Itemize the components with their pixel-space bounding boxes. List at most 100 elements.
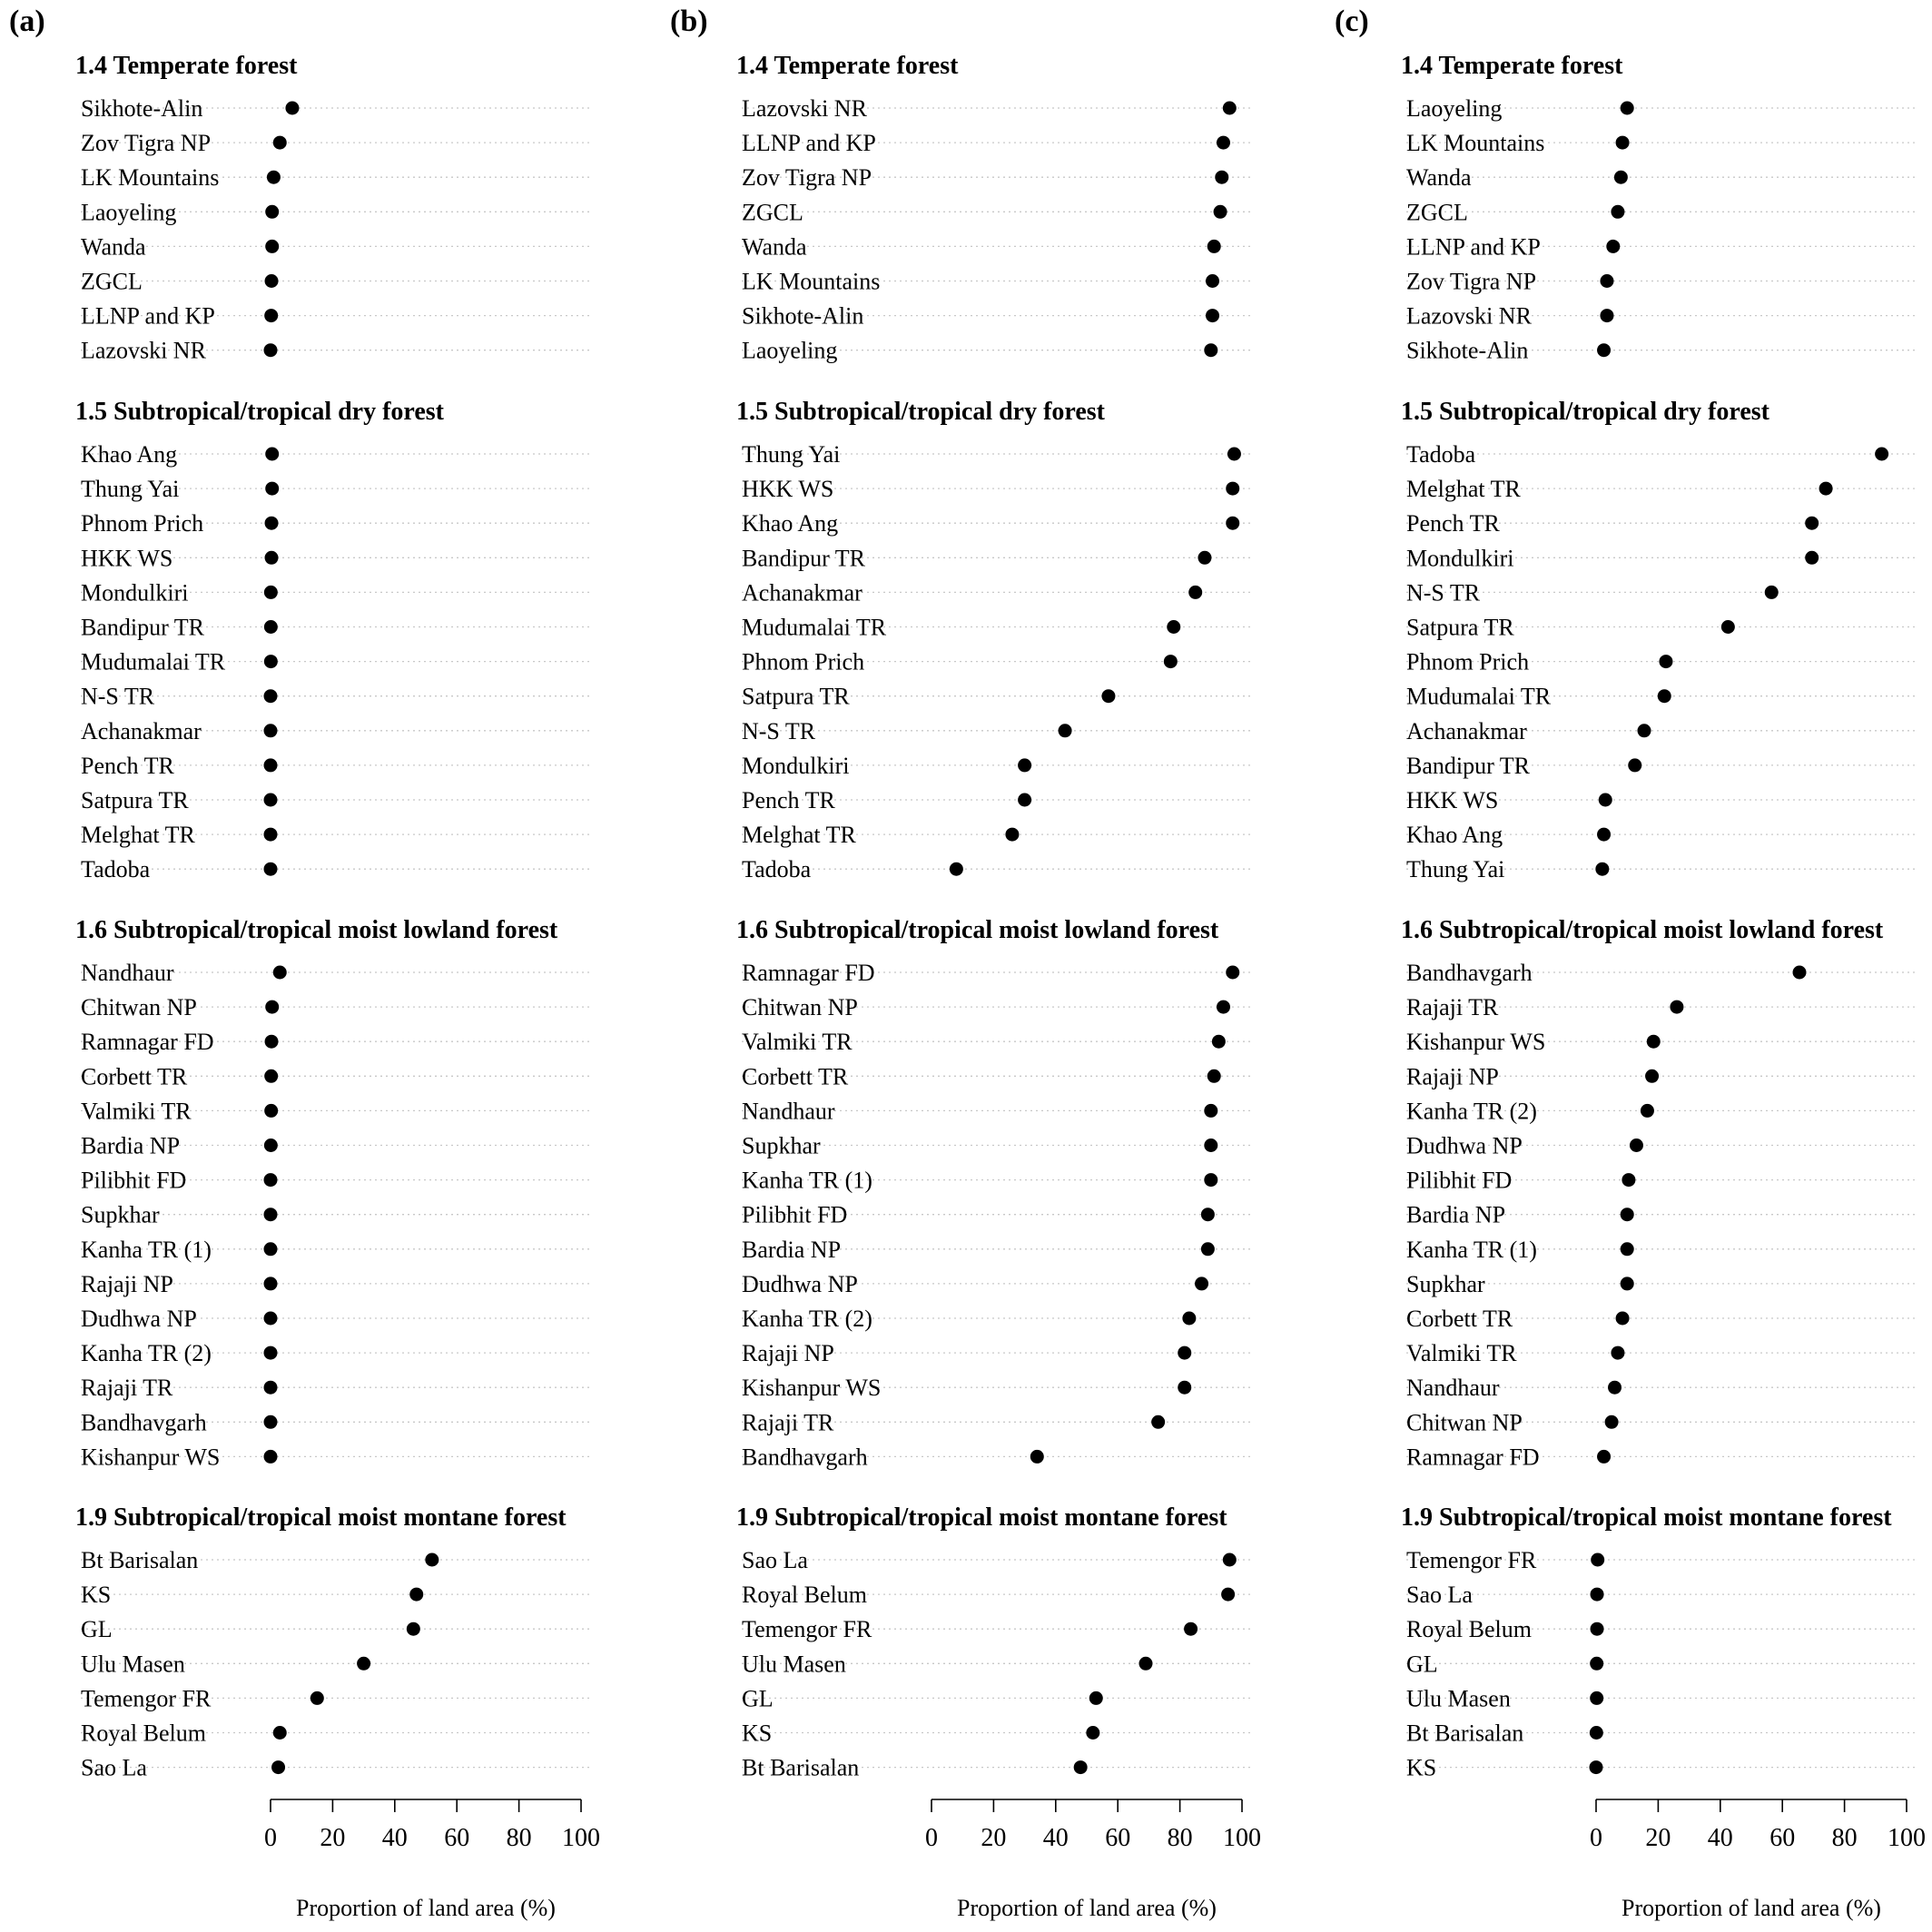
site-label: Wanda bbox=[81, 233, 146, 260]
data-point bbox=[949, 862, 963, 876]
data-point bbox=[264, 550, 279, 565]
site-label: Achanakmar bbox=[81, 718, 202, 744]
site-label: Kishanpur WS bbox=[742, 1375, 881, 1401]
data-point bbox=[1615, 1311, 1630, 1326]
data-point bbox=[1182, 1311, 1197, 1326]
tick-label: 100 bbox=[562, 1824, 600, 1852]
x-axis: 0 20 40 60 80 100 Proportion of land area (%) bbox=[1590, 1799, 1926, 1921]
data-point bbox=[1151, 1414, 1166, 1429]
site-label: N-S TR bbox=[742, 718, 816, 744]
site-label: Bt Barisalan bbox=[742, 1755, 859, 1781]
data-point bbox=[1670, 1000, 1684, 1014]
panel-label: (a) bbox=[9, 5, 45, 38]
site-label: Kanha TR (1) bbox=[1406, 1237, 1537, 1263]
site-label: Bardia NP bbox=[1406, 1202, 1505, 1228]
data-point bbox=[1622, 1173, 1636, 1188]
site-label: HKK WS bbox=[1406, 787, 1498, 813]
site-label: Kishanpur WS bbox=[1406, 1029, 1545, 1055]
site-label: Valmiki TR bbox=[81, 1098, 192, 1124]
site-label: GL bbox=[742, 1685, 774, 1711]
data-point bbox=[1073, 1760, 1088, 1775]
site-label: Chitwan NP bbox=[1406, 1409, 1523, 1435]
data-point bbox=[1211, 1034, 1226, 1049]
data-point bbox=[1597, 827, 1612, 842]
site-label: GL bbox=[1406, 1651, 1438, 1677]
data-point bbox=[1805, 550, 1819, 565]
data-point bbox=[263, 1242, 278, 1257]
site-label: Laoyeling bbox=[1406, 95, 1502, 122]
group-title: 1.9 Subtropical/tropical moist montane f… bbox=[736, 1503, 1227, 1532]
site-label: Phnom Prich bbox=[1406, 649, 1529, 675]
data-point bbox=[263, 1173, 278, 1188]
site-label: Temengor FR bbox=[742, 1616, 872, 1642]
data-point bbox=[1215, 170, 1229, 184]
data-point bbox=[263, 1449, 278, 1464]
x-axis-title: Proportion of land area (%) bbox=[1622, 1895, 1881, 1921]
site-label: Corbett TR bbox=[1406, 1306, 1513, 1332]
site-label: Tadoba bbox=[1406, 441, 1476, 468]
site-label: Laoyeling bbox=[742, 338, 837, 364]
data-point bbox=[1591, 1552, 1605, 1567]
site-label: Zov Tigra NP bbox=[1406, 269, 1536, 295]
data-point bbox=[265, 1000, 280, 1014]
site-label: Bandhavgarh bbox=[1406, 960, 1533, 986]
site-label: LK Mountains bbox=[742, 269, 880, 295]
site-label: Khao Ang bbox=[81, 441, 177, 468]
tick-label: 80 bbox=[507, 1824, 532, 1852]
data-point bbox=[1030, 1449, 1044, 1464]
group-title: 1.5 Subtropical/tropical dry forest bbox=[736, 398, 1106, 426]
data-point bbox=[1629, 1138, 1643, 1152]
site-label: Bardia NP bbox=[81, 1133, 180, 1159]
site-label: ZGCL bbox=[742, 199, 803, 225]
site-label: Dudhwa NP bbox=[81, 1306, 197, 1332]
site-label: Temengor FR bbox=[81, 1685, 212, 1711]
data-point bbox=[1590, 1587, 1604, 1602]
site-label: Ulu Masen bbox=[742, 1651, 846, 1677]
data-point bbox=[1184, 1622, 1198, 1636]
data-point bbox=[264, 516, 279, 530]
tick-label: 0 bbox=[1590, 1824, 1602, 1852]
data-point bbox=[1058, 724, 1072, 738]
site-label: Pilibhit FD bbox=[742, 1202, 847, 1228]
data-point bbox=[1764, 585, 1779, 599]
data-point bbox=[263, 655, 278, 669]
site-label: Pilibhit FD bbox=[81, 1168, 186, 1194]
site-label: N-S TR bbox=[81, 684, 155, 710]
data-point bbox=[265, 204, 280, 219]
site-label: Mondulkiri bbox=[81, 579, 188, 606]
data-point bbox=[1589, 1726, 1603, 1740]
data-point bbox=[1188, 585, 1203, 599]
data-point bbox=[1227, 447, 1241, 461]
site-label: Kanha TR (1) bbox=[81, 1237, 212, 1263]
tick-label: 40 bbox=[382, 1824, 408, 1852]
site-label: HKK WS bbox=[81, 545, 172, 571]
data-point bbox=[1620, 101, 1634, 115]
site-label: Valmiki TR bbox=[1406, 1340, 1517, 1366]
site-label: GL bbox=[81, 1616, 113, 1642]
data-point bbox=[263, 1311, 278, 1326]
data-point bbox=[1005, 827, 1020, 842]
data-point bbox=[272, 965, 287, 980]
site-label: Bt Barisalan bbox=[81, 1547, 198, 1573]
site-label: Bandipur TR bbox=[81, 615, 205, 641]
site-label: ZGCL bbox=[1406, 199, 1468, 225]
data-point bbox=[1213, 204, 1227, 219]
data-point bbox=[1226, 965, 1240, 980]
data-point bbox=[1590, 1690, 1604, 1705]
data-point bbox=[1178, 1346, 1192, 1360]
site-label: Nandhaur bbox=[742, 1098, 835, 1124]
data-point bbox=[1222, 1552, 1237, 1567]
site-label: Sao La bbox=[1406, 1582, 1473, 1608]
site-label: Mudumalai TR bbox=[1406, 684, 1552, 710]
group-title: 1.6 Subtropical/tropical moist lowland f… bbox=[75, 916, 558, 944]
site-label: Supkhar bbox=[742, 1133, 821, 1159]
data-point bbox=[1620, 1208, 1634, 1222]
data-point bbox=[409, 1587, 424, 1602]
site-label: Nandhaur bbox=[1406, 1375, 1500, 1401]
site-label: Thung Yai bbox=[742, 441, 840, 468]
data-point bbox=[1590, 1622, 1604, 1636]
data-point bbox=[263, 862, 278, 876]
site-label: Sao La bbox=[81, 1755, 147, 1781]
site-label: Temengor FR bbox=[1406, 1547, 1537, 1573]
data-point bbox=[1628, 758, 1642, 773]
